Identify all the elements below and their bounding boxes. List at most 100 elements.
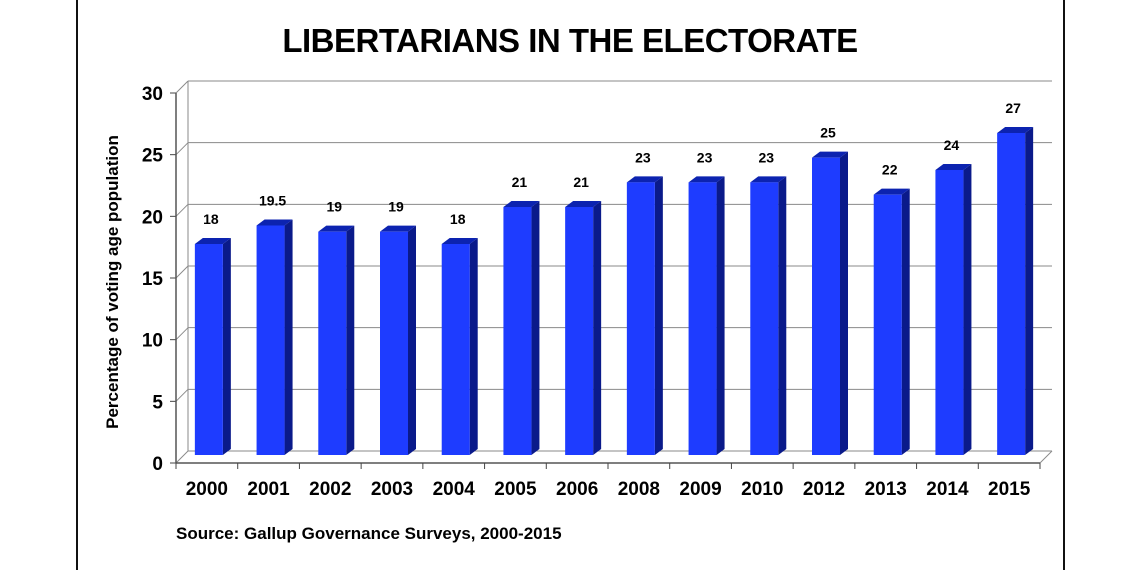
bar-2000 — [194, 238, 231, 455]
bar-front — [318, 231, 347, 455]
y-tick-label: 10 — [142, 331, 163, 352]
bar-2006 — [565, 201, 602, 455]
bar-front — [256, 225, 285, 455]
bar-side — [469, 238, 478, 455]
bar-front — [688, 182, 717, 456]
bar-side — [1025, 127, 1034, 455]
bar-2010 — [750, 176, 787, 456]
bar-front — [997, 133, 1026, 455]
frame-right-border — [1063, 0, 1065, 570]
bar-2005 — [503, 201, 540, 455]
bar-side — [840, 151, 848, 455]
bar-side — [531, 201, 540, 455]
bar-2013 — [873, 188, 910, 455]
x-tick-labels: 2000 2001 2002 2003 2004 2005 2006 2008 2009 2010… — [186, 479, 1031, 500]
data-label: 21 — [512, 174, 528, 190]
y-tick-label: 15 — [142, 269, 164, 290]
bar-top — [441, 238, 478, 244]
frame-left-border — [76, 0, 78, 570]
gridline-depth — [175, 450, 189, 464]
bar-side — [716, 176, 725, 456]
bar-top — [318, 225, 355, 232]
bar-top — [688, 176, 725, 183]
x-tick-label: 2003 — [371, 479, 413, 500]
bar-side — [901, 188, 910, 455]
bar-front — [194, 244, 223, 455]
bar-top — [194, 238, 231, 244]
bar-2014 — [935, 164, 972, 455]
x-tick-label: 2015 — [988, 479, 1031, 500]
bar-front — [750, 182, 779, 456]
x-tick-label: 2012 — [803, 479, 845, 500]
y-tick-label: 25 — [142, 146, 164, 167]
source-note: Source: Gallup Governance Surveys, 2000-… — [176, 524, 562, 543]
bar-top — [503, 201, 540, 207]
bar-side — [593, 201, 602, 455]
bar-top — [997, 127, 1034, 133]
data-labels: 18 19.5 19 19 18 21 21 23 23 23 25 22 24 27 — [203, 100, 1021, 227]
bar-top — [873, 188, 910, 195]
data-label: 19 — [388, 199, 404, 215]
data-label: 19 — [326, 199, 342, 215]
bar-2012 — [812, 151, 848, 455]
gridline-depth — [175, 142, 189, 156]
gridline-depth — [175, 265, 189, 279]
data-label: 27 — [1005, 100, 1021, 116]
x-tick-label: 2013 — [865, 479, 907, 500]
x-tick-label: 2008 — [618, 479, 660, 500]
bar-front — [873, 194, 902, 455]
bar-front — [812, 157, 840, 455]
axes — [170, 81, 1053, 469]
y-axis-label: Percentage of voting age population — [103, 135, 122, 429]
bars — [194, 127, 1034, 456]
bar-2003 — [380, 225, 416, 455]
y-tick-labels: 0 5 10 15 20 25 30 — [142, 84, 164, 475]
x-tick-label: 2005 — [494, 479, 537, 500]
gridline-depth — [175, 203, 189, 217]
data-label: 23 — [635, 149, 651, 165]
bar-top — [626, 176, 663, 183]
y-tick-label: 20 — [142, 207, 163, 228]
bar-2001 — [256, 219, 293, 455]
x-tick-label: 2002 — [309, 479, 351, 500]
bar-top — [750, 176, 787, 183]
bar-side — [284, 219, 293, 455]
x-tick-label: 2010 — [741, 479, 783, 500]
bar-top — [565, 201, 602, 207]
gridline-depth — [175, 80, 189, 94]
bar-side — [654, 176, 663, 456]
bar-top — [935, 164, 972, 170]
x-tick-label: 2009 — [679, 479, 721, 500]
bar-front — [935, 170, 964, 455]
bar-2004 — [441, 238, 478, 455]
bar-side — [222, 238, 231, 455]
y-tick-label: 0 — [152, 454, 163, 475]
bar-side — [408, 225, 416, 455]
data-label: 21 — [573, 174, 589, 190]
bar-2008 — [626, 176, 663, 456]
floor-right-edge — [1039, 450, 1053, 464]
data-label: 18 — [450, 211, 466, 227]
x-tick-label: 2000 — [186, 479, 228, 500]
bar-side — [963, 164, 972, 455]
data-label: 25 — [820, 125, 836, 141]
y-tick-label: 5 — [152, 392, 163, 413]
bar-top — [380, 225, 416, 232]
bar-2002 — [318, 225, 355, 455]
bar-2009 — [688, 176, 725, 456]
bar-front — [626, 182, 655, 456]
bar-top — [256, 219, 293, 226]
gridline-depth — [175, 388, 189, 402]
x-tick-label: 2006 — [556, 479, 598, 500]
data-label: 24 — [944, 137, 960, 153]
bar-side — [778, 176, 787, 456]
bar-front — [503, 207, 532, 455]
data-label: 22 — [882, 162, 898, 178]
grid-lines — [175, 80, 1052, 464]
x-tick-label: 2014 — [926, 479, 969, 500]
bar-front — [565, 207, 594, 455]
data-label: 19.5 — [259, 193, 286, 209]
data-label: 18 — [203, 211, 219, 227]
x-tick-label: 2001 — [247, 479, 290, 500]
